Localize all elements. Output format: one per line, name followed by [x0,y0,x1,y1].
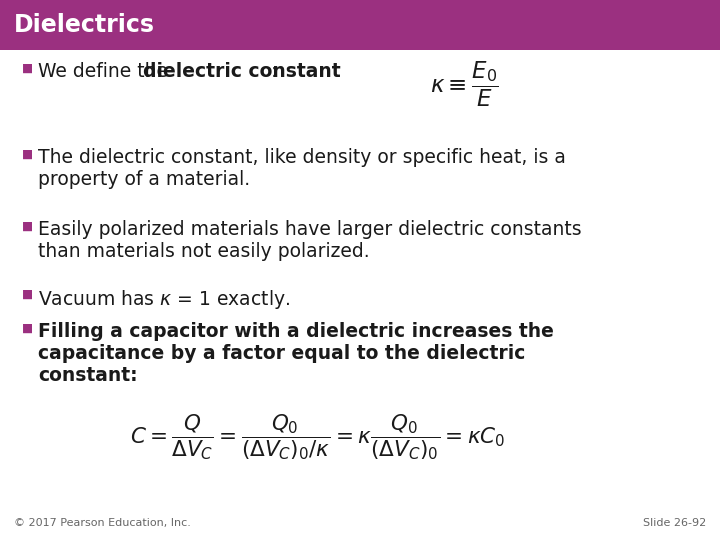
Text: Filling a capacitor with a dielectric increases the: Filling a capacitor with a dielectric in… [38,322,554,341]
Text: :: : [271,62,277,81]
Text: dielectric constant: dielectric constant [143,62,341,81]
Text: capacitance by a factor equal to the dielectric: capacitance by a factor equal to the die… [38,344,526,363]
Text: ■: ■ [22,62,33,75]
Text: Slide 26-92: Slide 26-92 [643,518,706,528]
Text: © 2017 Pearson Education, Inc.: © 2017 Pearson Education, Inc. [14,518,191,528]
Text: ■: ■ [22,148,33,161]
Bar [0,0,720,50]
Text: The dielectric constant, like density or specific heat, is a: The dielectric constant, like density or… [38,148,566,167]
Text: $\kappa \equiv \dfrac{E_0}{E}$: $\kappa \equiv \dfrac{E_0}{E}$ [430,60,499,109]
Text: ■: ■ [22,220,33,233]
Text: $C = \dfrac{Q}{\Delta V_C} = \dfrac{Q_0}{(\Delta V_C)_0/\kappa} = \kappa\dfrac{Q: $C = \dfrac{Q}{\Delta V_C} = \dfrac{Q_0}… [130,412,505,462]
Text: We define the: We define the [38,62,174,81]
Text: property of a material.: property of a material. [38,170,250,189]
Text: ■: ■ [22,288,33,301]
Text: Vacuum has $\kappa$ = 1 exactly.: Vacuum has $\kappa$ = 1 exactly. [38,288,290,311]
Text: than materials not easily polarized.: than materials not easily polarized. [38,242,369,261]
Text: Easily polarized materials have larger dielectric constants: Easily polarized materials have larger d… [38,220,582,239]
Text: Dielectrics: Dielectrics [14,13,155,37]
Text: ■: ■ [22,322,33,335]
Text: constant:: constant: [38,366,138,385]
